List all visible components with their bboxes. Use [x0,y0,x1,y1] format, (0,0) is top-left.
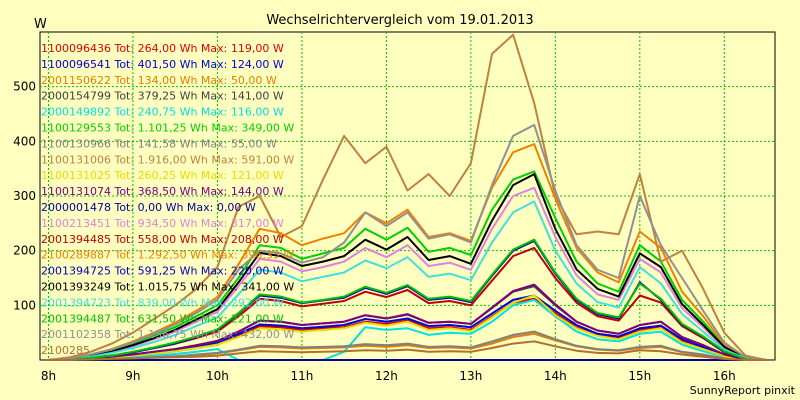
x-tick-label: 11h [290,369,313,383]
credit-label: SunnyReport pinxit [690,384,796,397]
legend-entry: 1100131025 Tot: 260,25 Wh Max: 121,00 W [41,169,284,182]
legend: 1100096436 Tot: 264,00 Wh Max: 119,00 W 1… [41,42,294,357]
legend-entry: 2100285 [41,344,90,357]
axes: 8h 9h 10h 11h 12h 13h 14h 15h 16h 100 200 300 400 500 [13,80,736,383]
x-tick-label: 15h [628,369,651,383]
legend-entry: 1100096436 Tot: 264,00 Wh Max: 119,00 W [41,42,284,55]
y-tick-label: 400 [13,134,36,148]
legend-entry: 2001394487 Tot: 631,50 Wh Max: 221,00 W [41,312,284,325]
legend-entry: 1100096541 Tot: 401,50 Wh Max: 124,00 W [41,58,284,71]
x-tick-label: 9h [125,369,140,383]
legend-entry: 2001394725 Tot: 591,25 Wh Max: 220,00 W [41,265,284,278]
legend-entry: 1100130966 Tot: 141,58 Wh Max: 55,00 W [41,137,277,150]
y-tick-label: 200 [13,244,36,258]
legend-entry: 2001394485 Tot: 558,00 Wh Max: 208,00 W [41,233,284,246]
y-axis-label: W [34,17,47,32]
series-line [48,33,767,361]
x-tick-label: 8h [41,369,56,383]
legend-entry: 1100129553 Tot: 1.101,25 Wh Max: 349,00 … [41,122,294,135]
x-tick-label: 10h [206,369,229,383]
legend-entry: 2000154799 Tot: 379,25 Wh Max: 141,00 W [41,90,284,103]
series-line [48,186,767,361]
series-line [48,123,767,361]
legend-entry: 1100131006 Tot: 1.916,00 Wh Max: 591,00 … [41,153,294,166]
legend-entry: 2100289887 Tot: 1.292,50 Wh Max: 396,33 … [41,249,294,262]
series-line [48,294,767,361]
x-tick-label: 12h [375,369,398,383]
series-line [48,238,767,361]
series-line [48,200,767,361]
x-tick-label: 13h [459,369,482,383]
y-tick-label: 300 [13,189,36,203]
legend-entry: 2001102358 Tot: 1.136,75 Wh Max: 432,00 … [41,328,294,341]
y-tick-label: 100 [13,298,36,312]
series-group [48,33,767,361]
legend-entry: 1100213451 Tot: 934,50 Wh Max: 317,00 W [41,217,284,230]
series-line [48,298,767,361]
series-line [48,283,767,361]
legend-entry: 2001150622 Tot: 134,00 Wh Max: 50,00 W [41,74,277,87]
grid [39,31,776,361]
x-tick-label: 14h [544,369,567,383]
series-line [48,170,767,361]
x-tick-label: 16h [713,369,736,383]
legend-entry: 2000149892 Tot: 240,75 Wh Max: 116,00 W [41,106,284,119]
series-line [48,340,767,361]
y-tick-label: 500 [13,80,36,94]
series-line [48,173,767,361]
legend-entry: 1100131074 Tot: 368,50 Wh Max: 144,00 W [41,185,284,198]
legend-entry: 2000001478 Tot: 0,00 Wh Max: 0,00 W [41,201,256,214]
series-line [48,143,767,361]
legend-entry: 2001393249 Tot: 1.015,75 Wh Max: 341,00 … [41,281,294,294]
legend-entry: 2001394723 Tot: 839,00 Wh Max: 292,00 W [41,296,284,309]
chart-title: Wechselrichtervergleich vom 19.01.2013 [266,13,533,28]
